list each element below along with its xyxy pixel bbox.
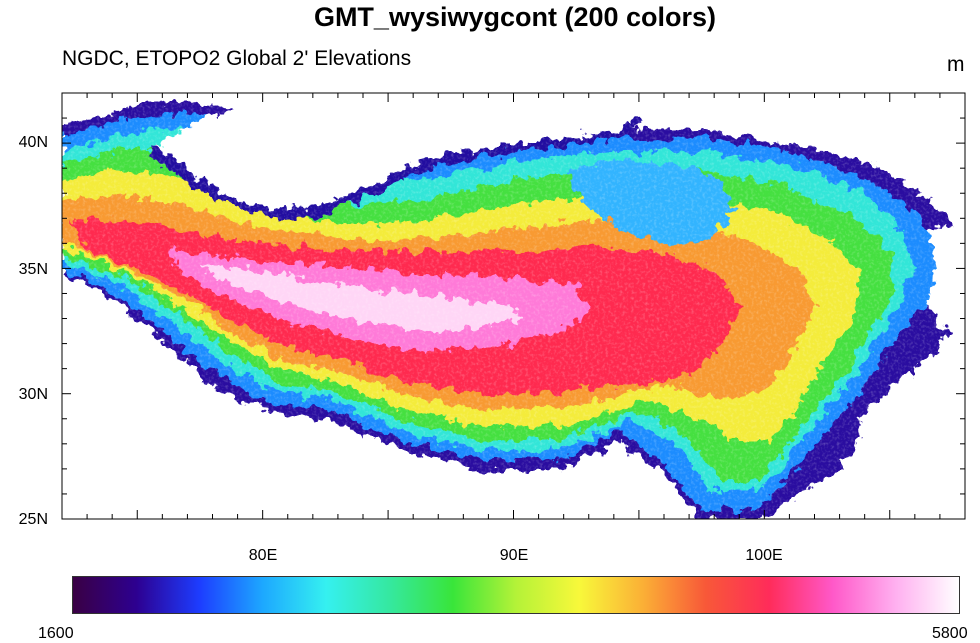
y-tick-label: 40N: [18, 134, 48, 151]
y-tick-label: 30N: [18, 386, 48, 403]
axis-ticks: [61, 92, 966, 520]
map-title: GMT_wysiwygcont (200 colors): [313, 2, 717, 32]
map-subtitle: NGDC, ETOPO2 Global 2' Elevations: [62, 47, 412, 70]
terrain-texture: [62, 93, 965, 519]
colorbar-min-label: 1600: [38, 625, 74, 642]
colorbar: [72, 576, 960, 614]
x-tick-label: 80E: [248, 547, 278, 564]
y-tick-label: 25N: [18, 511, 48, 528]
units-label: m: [947, 53, 965, 76]
x-tick-label: 100E: [745, 547, 783, 564]
x-tick-label: 90E: [499, 547, 529, 564]
colorbar-max-label: 5800: [932, 625, 968, 642]
y-tick-label: 35N: [18, 261, 48, 278]
